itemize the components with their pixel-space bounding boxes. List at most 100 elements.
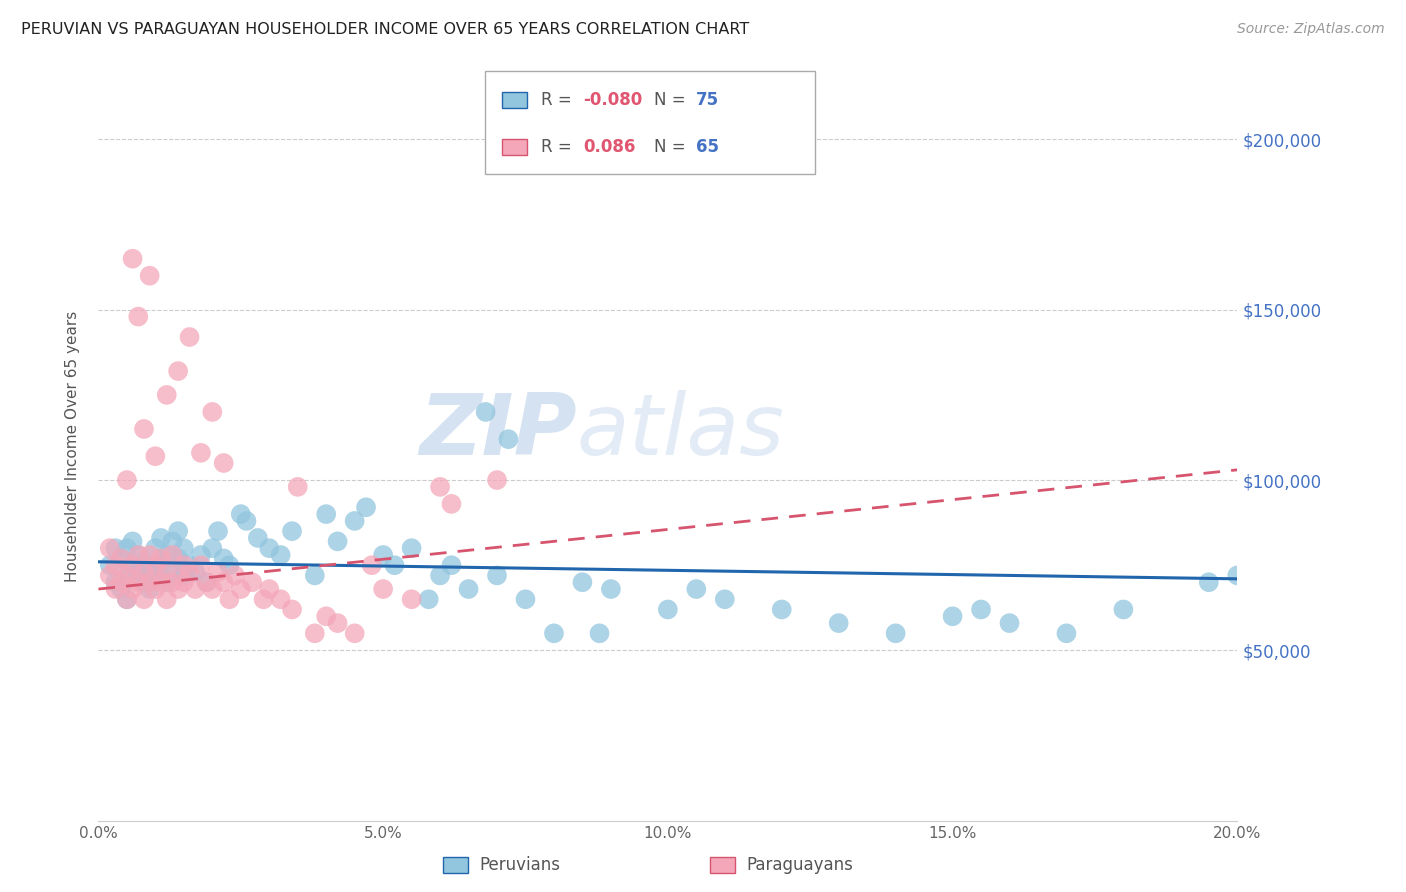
Point (98, 568, 121, 582)
Point (173, 575, 195, 590)
Point (179, 330, 201, 344)
Point (429, 568, 451, 582)
Point (150, 531, 173, 545)
Point (384, 558, 406, 573)
Point (1198, 575, 1220, 590)
Point (173, 568, 195, 582)
Text: atlas: atlas (576, 390, 785, 473)
Point (498, 432, 520, 446)
Point (190, 548, 212, 562)
Point (212, 575, 235, 590)
Point (156, 388, 179, 402)
Point (371, 582, 394, 596)
Point (429, 480, 451, 494)
Point (326, 534, 349, 549)
Point (173, 541, 195, 556)
Point (218, 592, 240, 607)
Text: 75: 75 (696, 91, 718, 109)
Point (259, 541, 281, 556)
Point (315, 609, 337, 624)
Point (657, 602, 679, 616)
Point (132, 422, 155, 436)
Point (326, 616, 349, 631)
Point (190, 446, 212, 460)
Point (115, 592, 138, 607)
Text: N =: N = (654, 138, 690, 156)
Point (167, 524, 190, 538)
Text: N =: N = (654, 91, 690, 109)
Y-axis label: Householder Income Over 65 years: Householder Income Over 65 years (65, 310, 80, 582)
Point (685, 582, 707, 596)
Point (145, 582, 167, 596)
Point (104, 541, 127, 556)
Point (115, 568, 138, 582)
Point (121, 252, 143, 266)
Point (167, 364, 190, 378)
Point (588, 626, 610, 640)
Point (195, 575, 218, 590)
Point (474, 405, 496, 419)
Text: 65: 65 (696, 138, 718, 156)
Point (115, 568, 138, 582)
Point (515, 592, 537, 607)
Text: Source: ZipAtlas.com: Source: ZipAtlas.com (1237, 22, 1385, 37)
Point (138, 561, 160, 575)
Point (115, 473, 138, 487)
Point (207, 524, 229, 538)
Point (121, 582, 143, 596)
Text: -0.080: -0.080 (583, 91, 643, 109)
Point (115, 592, 138, 607)
Point (440, 558, 463, 573)
Point (195, 575, 218, 590)
Point (184, 565, 207, 579)
Point (138, 575, 160, 590)
Point (252, 592, 274, 607)
Point (127, 575, 149, 590)
Point (354, 500, 377, 515)
Point (156, 565, 179, 579)
Point (167, 582, 190, 596)
Point (162, 534, 184, 549)
Point (371, 548, 394, 562)
Point (179, 565, 201, 579)
Point (127, 565, 149, 579)
Point (145, 568, 167, 582)
Point (457, 582, 479, 596)
Point (138, 548, 160, 562)
Point (179, 558, 201, 573)
Point (304, 626, 326, 640)
Point (1056, 626, 1078, 640)
Point (418, 592, 440, 607)
Point (98, 541, 121, 556)
Point (714, 592, 737, 607)
Point (212, 456, 235, 470)
Point (212, 551, 235, 566)
Point (571, 575, 593, 590)
Point (201, 405, 224, 419)
Point (162, 565, 184, 579)
Point (104, 582, 127, 596)
Point (229, 507, 252, 521)
Point (162, 548, 184, 562)
Point (132, 592, 155, 607)
Point (184, 582, 207, 596)
Point (138, 268, 160, 283)
Point (270, 592, 292, 607)
Point (127, 548, 149, 562)
Point (104, 575, 127, 590)
Point (970, 602, 993, 616)
Point (486, 568, 509, 582)
Point (150, 551, 173, 566)
Point (828, 616, 851, 631)
Text: 0.086: 0.086 (583, 138, 636, 156)
Text: Peruvians: Peruvians (479, 856, 561, 874)
Point (110, 575, 132, 590)
Point (138, 582, 160, 596)
Text: ZIP: ZIP (419, 390, 576, 473)
Point (304, 568, 326, 582)
Point (343, 514, 366, 528)
Point (145, 541, 167, 556)
Point (224, 568, 246, 582)
Text: PERUVIAN VS PARAGUAYAN HOUSEHOLDER INCOME OVER 65 YEARS CORRELATION CHART: PERUVIAN VS PARAGUAYAN HOUSEHOLDER INCOM… (21, 22, 749, 37)
Point (770, 602, 793, 616)
